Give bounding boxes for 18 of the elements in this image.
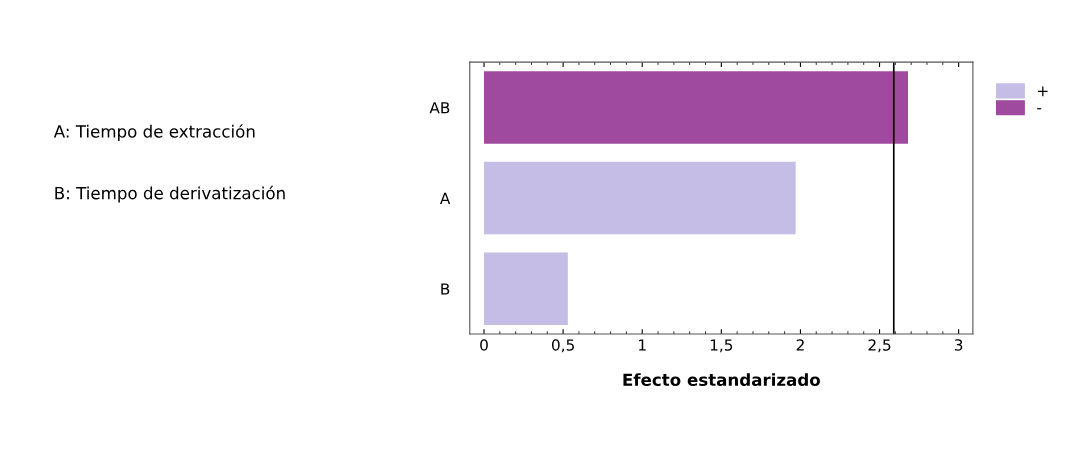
text: B: Tiempo de derivatización [55, 185, 285, 203]
x-tick-label: 0 [480, 339, 488, 351]
x-tick-label: 2,5 [868, 339, 891, 353]
x-tick-label: 1,5 [710, 339, 733, 353]
y-tick-label: AB [429, 102, 450, 114]
x-tick-label: 2 [796, 339, 804, 351]
bar [484, 161, 796, 235]
x-tick-label: 3 [954, 339, 963, 351]
bar [484, 252, 568, 325]
legend-label: - [1037, 108, 1042, 110]
x-tick-label: 1 [639, 339, 646, 351]
text: A: Tiempo de extracción [53, 124, 255, 141]
x-axis-title: Efecto estandarizado [623, 373, 820, 387]
legend-label: + [1038, 86, 1048, 97]
y-tick-label: B [441, 283, 450, 295]
bar [484, 71, 909, 144]
y-tick-label: A [440, 192, 451, 204]
x-tick-label: 0,5 [551, 339, 574, 353]
